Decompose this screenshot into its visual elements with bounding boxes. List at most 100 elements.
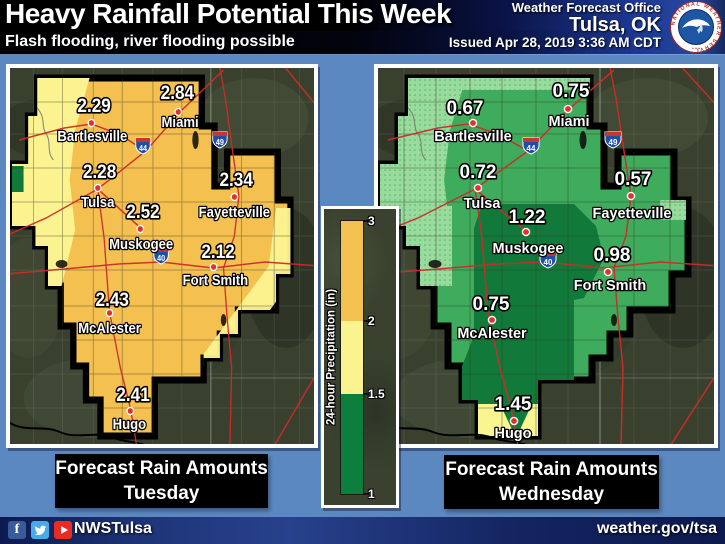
rainfall-value: 1.45 [495,394,532,415]
city-name: Tulsa [81,193,115,210]
city-name: Fort Smith [574,278,647,294]
city-name: Fayetteville [199,203,271,220]
page-title: Heavy Rainfall Potential This Week [5,0,452,29]
city-marker-tulsa: 2.28 Tulsa [80,160,118,212]
subtitle-bar: Flash flooding, river flooding possible [0,31,725,55]
legend-axis-label: 24-hour Precipitation (in) [325,288,338,426]
city-name: McAlester [78,319,141,336]
rainfall-value: 0.72 [460,162,497,183]
city-marker-muskogee: 1.22 Muskogee [491,205,565,258]
interstate-44-shield: 44 [135,137,151,155]
svg-text:49: 49 [216,138,224,147]
rainfall-value: 2.12 [201,241,234,262]
rainfall-value: 2.41 [116,384,149,405]
interstate-49-shield: 49 [604,131,622,149]
legend-tickmark [363,319,369,322]
subtitle-text: Flash flooding, river flooding possible [5,33,295,50]
logo-landmass [682,19,710,28]
rainfall-value: 0.67 [447,98,484,119]
city-marker-mcalester: 0.75 McAlester [456,292,528,343]
city-marker-hugo: 1.45 Hugo [493,392,534,443]
city-name: Miami [162,113,199,130]
legend-segment-1.5-2 [341,320,363,395]
city-marker-mcalester: 2.43 McAlester [77,288,143,338]
svg-text:40: 40 [157,254,165,263]
map-canvas-tuesday: 44 49 40 2.29 Bartlesville 2.84 Miami 2.28 Tulsa… [10,68,314,444]
city-name: Hugo [113,415,146,432]
legend-tickmark [363,220,369,222]
city-marker-fayetteville: 0.57 Fayetteville [591,167,673,223]
city-name: Tulsa [464,196,502,212]
city-name: McAlester [457,326,527,342]
caption-line2: Wednesday [498,484,605,505]
svg-text:40: 40 [544,258,553,267]
city-marker-miami: 2.84 Miami [159,81,200,132]
caption-line1: Forecast Rain Amounts [445,459,658,480]
facebook-icon: f [8,521,26,539]
city-marker-fort-smith: 2.12 Fort Smith [181,240,249,290]
caption-line2: Tuesday [123,483,200,504]
logo-dots: • • • [692,46,700,52]
office-city: Tulsa, OK [569,14,661,36]
rainfall-value: 2.52 [126,201,159,222]
office-name: Weather Forecast Office [511,0,661,15]
legend-tick-label: 2 [368,313,375,328]
svg-text:49: 49 [609,138,618,147]
city-marker-bartlesville: 0.67 Bartlesville [433,96,513,146]
svg-text:44: 44 [527,144,536,153]
city-name: Miami [548,114,589,130]
city-name: Fayetteville [593,206,672,222]
interstate-40-shield: 40 [539,251,557,269]
city-marker-fort-smith: 0.98 Fort Smith [572,243,647,295]
footer-bar: f NWSTulsa weather.gov/tsa [0,517,725,544]
city-marker-bartlesville: 2.29 Bartlesville [56,94,129,146]
rainfall-value: 2.43 [96,289,129,310]
precip-legend: 24-hour Precipitation (in) 3 2 1.5 1 [321,206,399,508]
city-name: Fort Smith [183,271,249,288]
city-name: Muskogee [493,241,564,257]
twitter-icon [31,521,49,539]
city-marker-tulsa: 0.72 Tulsa [458,160,503,213]
office-block: Weather Forecast Office Tulsa, OK [511,0,661,36]
rainfall-value: 2.34 [219,169,252,190]
interstate-44-shield: 44 [522,137,540,155]
legend-tick-label: 1 [368,487,375,501]
website-url: weather.gov/tsa [596,520,717,537]
nws-logo: NATIONAL WEATHER SERVICE • • • [670,1,722,53]
city-marker-muskogee: 2.52 Muskogee [108,200,175,254]
legend-tickmark [363,393,369,396]
legend-tickmark [363,493,369,495]
header-bar: Heavy Rainfall Potential This Week Flash… [0,0,725,55]
legend-segment-2-3 [341,221,363,321]
legend-segment-1-1.5 [341,394,363,494]
legend-tick-label: 1.5 [368,387,385,402]
svg-text:44: 44 [139,144,148,153]
city-name: Hugo [494,426,531,442]
interstate-40-shield: 40 [153,247,169,265]
city-marker-hugo: 2.41 Hugo [111,383,151,434]
city-marker-miami: 0.75 Miami [547,79,591,131]
legend-tick-label: 3 [368,214,375,228]
legend-colorbar [340,220,364,495]
rainfall-value: 0.75 [473,294,510,315]
caption-wednesday: Forecast Rain Amounts Wednesday [444,455,659,509]
city-marker-fayetteville: 2.34 Fayetteville [197,168,271,222]
youtube-icon [54,521,72,539]
logo-bird [697,23,703,34]
social-icons: f [8,521,72,539]
rainfall-value: 0.57 [615,169,652,190]
map-tuesday: 44 49 40 2.29 Bartlesville 2.84 Miami 2.28 Tulsa… [6,64,318,448]
city-name: Bartlesville [434,129,511,145]
caption-tuesday: Forecast Rain Amounts Tuesday [55,454,268,508]
rainfall-value: 2.28 [83,161,116,182]
social-handle: NWSTulsa [74,520,152,537]
map-canvas-wednesday: 44 49 40 0.67 Bartlesville 0.75 Miami 0.72 Tulsa… [378,68,714,444]
caption-line1: Forecast Rain Amounts [55,458,268,479]
rainfall-value: 1.22 [509,207,546,228]
map-wednesday: 44 49 40 0.67 Bartlesville 0.75 Miami 0.72 Tulsa… [374,64,718,448]
rainfall-value: 2.29 [77,95,110,116]
issued-timestamp: Issued Apr 28, 2019 3:36 AM CDT [448,35,661,50]
city-name: Muskogee [109,235,173,252]
interstate-49-shield: 49 [212,131,228,149]
